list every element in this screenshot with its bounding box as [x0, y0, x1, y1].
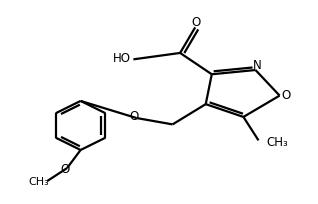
Text: CH₃: CH₃	[29, 177, 49, 187]
Text: O: O	[129, 110, 139, 123]
Text: O: O	[191, 16, 200, 29]
Text: CH₃: CH₃	[266, 136, 288, 149]
Text: N: N	[252, 59, 261, 72]
Text: O: O	[60, 163, 69, 176]
Text: O: O	[282, 89, 291, 102]
Text: HO: HO	[113, 52, 131, 65]
